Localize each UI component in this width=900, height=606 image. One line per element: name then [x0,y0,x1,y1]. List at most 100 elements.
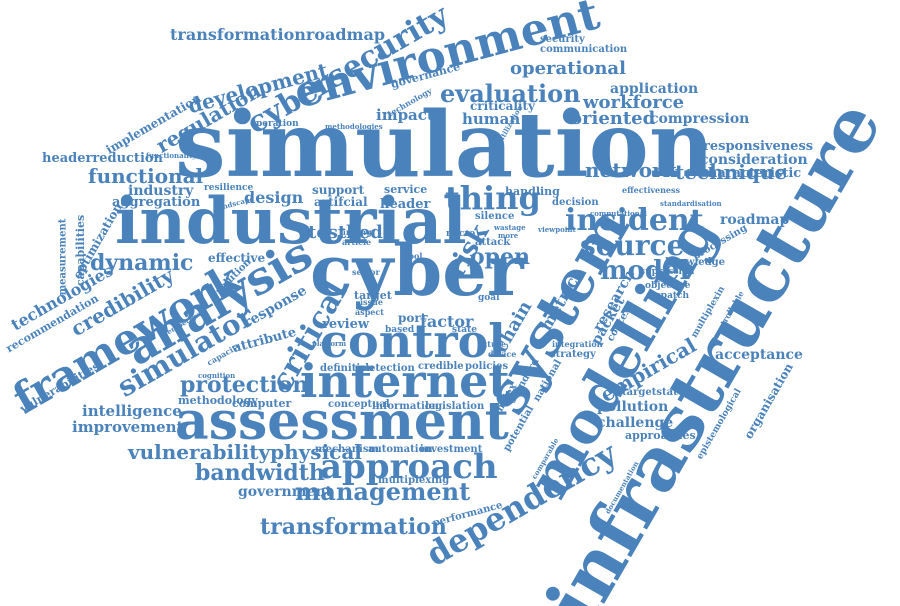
cloud-word-workforce: workforce [583,92,685,113]
cloud-word-methodology: methodology [178,394,258,407]
cloud-word-computational: computational [590,209,647,218]
cloud-word-incident: incident [565,203,704,238]
cloud-word-port: port [398,311,427,325]
cloud-word-objective: objective [645,281,691,291]
cloud-word-operation: operation [250,119,299,129]
cloud-word-control: control [320,314,506,368]
cloud-word-source: source [580,229,685,262]
cloud-word-industry: industry [128,183,194,199]
cloud-word-definition: definition [320,363,375,374]
cloud-word-credible: credible [418,361,464,372]
cloud-word-simulation: simulation [175,92,715,198]
cloud-word-target: target [354,289,392,302]
cloud-word-issue: issue [360,297,383,307]
cloud-word-artifcial: artifcial [314,195,368,209]
cloud-word-future: future [478,339,507,349]
cloud-word-roadmap: roadmap [720,212,790,228]
cloud-word-communication: communication [540,44,628,55]
cloud-word-functional: functional [88,164,204,188]
cloud-word-legislation: legislation [425,401,485,412]
cloud-word-decision: decision [552,197,599,208]
cloud-word-transformation: transformation [260,514,447,540]
cloud-word-state: state [452,325,477,335]
cloud-word-assessment: assessment [175,391,509,452]
cloud-word-acceptance: acceptance [715,347,803,363]
cloud-word-investment: investment [420,444,483,455]
cloud-word-bandwidth: bandwidth [195,460,325,486]
cloud-word-review: review [322,317,370,332]
cloud-word-oriented: oriented [570,108,656,129]
cloud-word-model: model [600,256,690,286]
cloud-word-standardisation: standardisation [660,199,722,208]
cloud-word-dynamic: dynamic [90,250,194,276]
cloud-word-attack: attack [475,237,511,248]
cloud-word-technique: technique [675,160,788,184]
cloud-word-effective: effective [208,251,266,265]
cloud-word-network: network [585,158,677,182]
cloud-word-improvement: improvement [72,418,184,436]
cloud-word-challenge: challenge [597,415,674,431]
cloud-word-tool: tool [405,251,423,261]
cloud-word-intelligence: intelligence [82,402,182,420]
cloud-word-headerreduction: headerreduction [42,151,163,166]
cloud-word-handling: handling [505,185,560,198]
cloud-word-support: support [312,183,365,197]
cloud-word-platform: platform [312,339,347,348]
cloud-word-micro: micro [446,229,476,239]
cloud-word-functionality: functionality [146,151,197,160]
cloud-word-compression: compression [650,111,750,127]
cloud-word-sector: sector [352,267,380,277]
cloud-word-approaches: approaches [625,429,696,442]
cloud-word-factor: factor [420,312,474,331]
cloud-word-mechanism: mechanism [315,444,380,455]
cloud-word-device: device [488,349,517,359]
cloud-word-goal: goal [478,293,500,303]
cloud-word-vulnerabilityphysical: vulnerabilityphysical [128,440,362,464]
cloud-word-responsiveness: responsiveness [703,139,814,154]
cloud-word-automation: automation [368,444,433,455]
cloud-word-conceptual: conceptual [328,399,390,410]
cloud-word-viewpoint: viewpoint [538,225,576,234]
cloud-word-information: information [372,401,439,412]
cloud-word-testbed: testbed [308,222,383,243]
cloud-word-aspect: aspect [355,307,384,317]
cloud-word-management: management [295,477,471,506]
cloud-word-multiplexing: multiplexing [378,475,450,486]
cloud-word-government: government [238,484,333,500]
cloud-word-detection: detection [362,363,415,374]
cloud-word-silence: silence [475,211,515,222]
cloud-word-operational: operational [510,58,626,79]
cloud-word-methodologies: methodologies [325,122,383,131]
cloud-word-knowledge: knowledge [665,257,725,268]
cloud-word-approach: approach [320,447,498,487]
cloud-word-targetstate: targetstate [622,387,685,398]
cloud-word-finding: finding [340,227,372,237]
cloud-word-service: service [384,183,428,196]
cloud-word-pollution: pollution [597,399,669,415]
cloud-word-based: based [385,325,415,335]
cloud-word-integration: integration [552,339,603,349]
cloud-word-impact: impact [376,106,434,124]
cloud-word-design: design [244,188,304,207]
cloud-word-supression: supression [640,267,695,277]
cloud-word-internet: internet [300,354,510,408]
cloud-word-capabilities: capabilities [74,214,88,287]
cloud-word-security: security [540,34,585,45]
cloud-word-cyber: cyber [310,229,524,312]
cloud-word-characteristic: characteristic [700,166,802,181]
cloud-word-article: article [342,237,372,247]
cloud-word-wastage: wastage [494,223,526,232]
cloud-word-transformationroadmap: transformationroadmap [170,25,386,44]
cloud-word-protection: protection [180,372,309,398]
cloud-word-consideration: consideration [700,152,808,168]
cloud-word-human: human [462,110,521,128]
cloud-word-cognition: cognition [198,371,236,380]
cloud-word-effectiveness: effectiveness [622,185,681,195]
cloud-word-more: more [498,231,519,240]
cloud-word-criticality: criticality [470,99,536,113]
cloud-word-open: open [470,244,531,270]
cloud-word-industrial: industrial [115,184,467,259]
cloud-word-aggregation: aggregation [112,195,201,210]
cloud-word-header: header [380,197,431,212]
